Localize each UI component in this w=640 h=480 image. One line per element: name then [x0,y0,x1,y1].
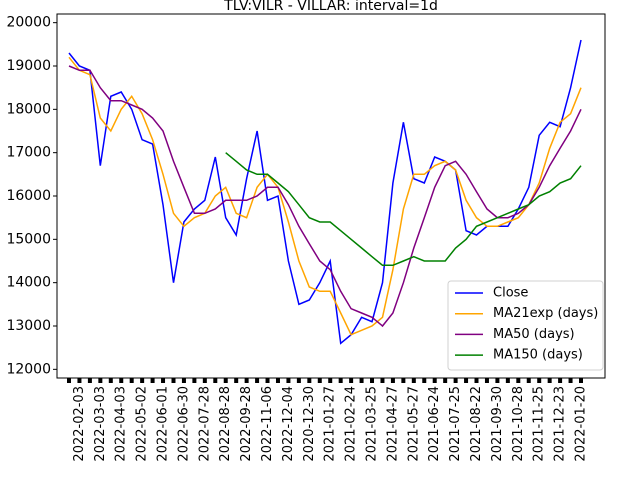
y-tick-label: 20000 [6,15,51,31]
x-tick-label: 2021-08-22 [469,386,484,462]
legend-label: MA150 (days) [493,348,583,363]
x-tick-label: 2022-09-28 [239,386,254,462]
chart-title: TLV:VILR - VILLAR: interval=1d [223,0,438,14]
series-line [68,56,582,336]
x-tick-label: 2021-03-25 [365,386,380,462]
x-tick-label: 2021-11-25 [532,386,547,462]
x-tick-label: 2021-01-27 [323,386,338,462]
y-tick-label: 15000 [6,231,51,247]
x-tick-label: 2022-11-06 [260,386,275,462]
x-tick-label: 2022-04-03 [114,386,129,462]
x-tick-label: 2022-03-03 [93,386,108,462]
x-tick-label: 2021-05-27 [406,386,421,462]
x-tick-label: 2021-04-27 [385,386,400,462]
x-tick-label: 2022-08-28 [218,386,233,462]
x-tick-label: 2022-02-03 [72,386,87,462]
x-tick-label: 2022-06-01 [156,386,171,462]
x-tick-label: 2022-06-30 [176,386,191,462]
y-tick-label: 13000 [6,318,51,334]
x-tick-label: 2021-06-24 [427,386,442,462]
x-tick-label: 2022-01-20 [574,386,589,462]
y-tick-label: 12000 [6,361,51,377]
y-tick-label: 17000 [6,145,51,161]
y-tick-label: 16000 [6,188,51,204]
x-tick-label: 2022-05-02 [135,386,150,462]
legend-label: MA21exp (days) [493,306,598,321]
x-tick-label: 2022-12-04 [281,386,296,462]
x-tick-label: 2021-12-23 [553,386,568,462]
series-line [68,65,582,328]
y-tick-label: 18000 [6,101,51,117]
x-tick-label: 2021-10-28 [511,386,526,462]
legend-label: Close [493,286,528,301]
x-tick-label: 2021-07-25 [448,386,463,462]
x-tick-label: 2021-02-24 [344,386,359,462]
x-tick-label: 2022-07-28 [197,386,212,462]
y-tick-label: 19000 [6,58,51,74]
legend-box [447,280,604,371]
legend-label: MA50 (days) [493,327,575,342]
x-tick-label: 2020-12-30 [302,386,317,462]
y-tick-label: 14000 [6,275,51,291]
series-line [225,152,582,267]
x-tick-label: 2021-09-30 [490,386,505,462]
